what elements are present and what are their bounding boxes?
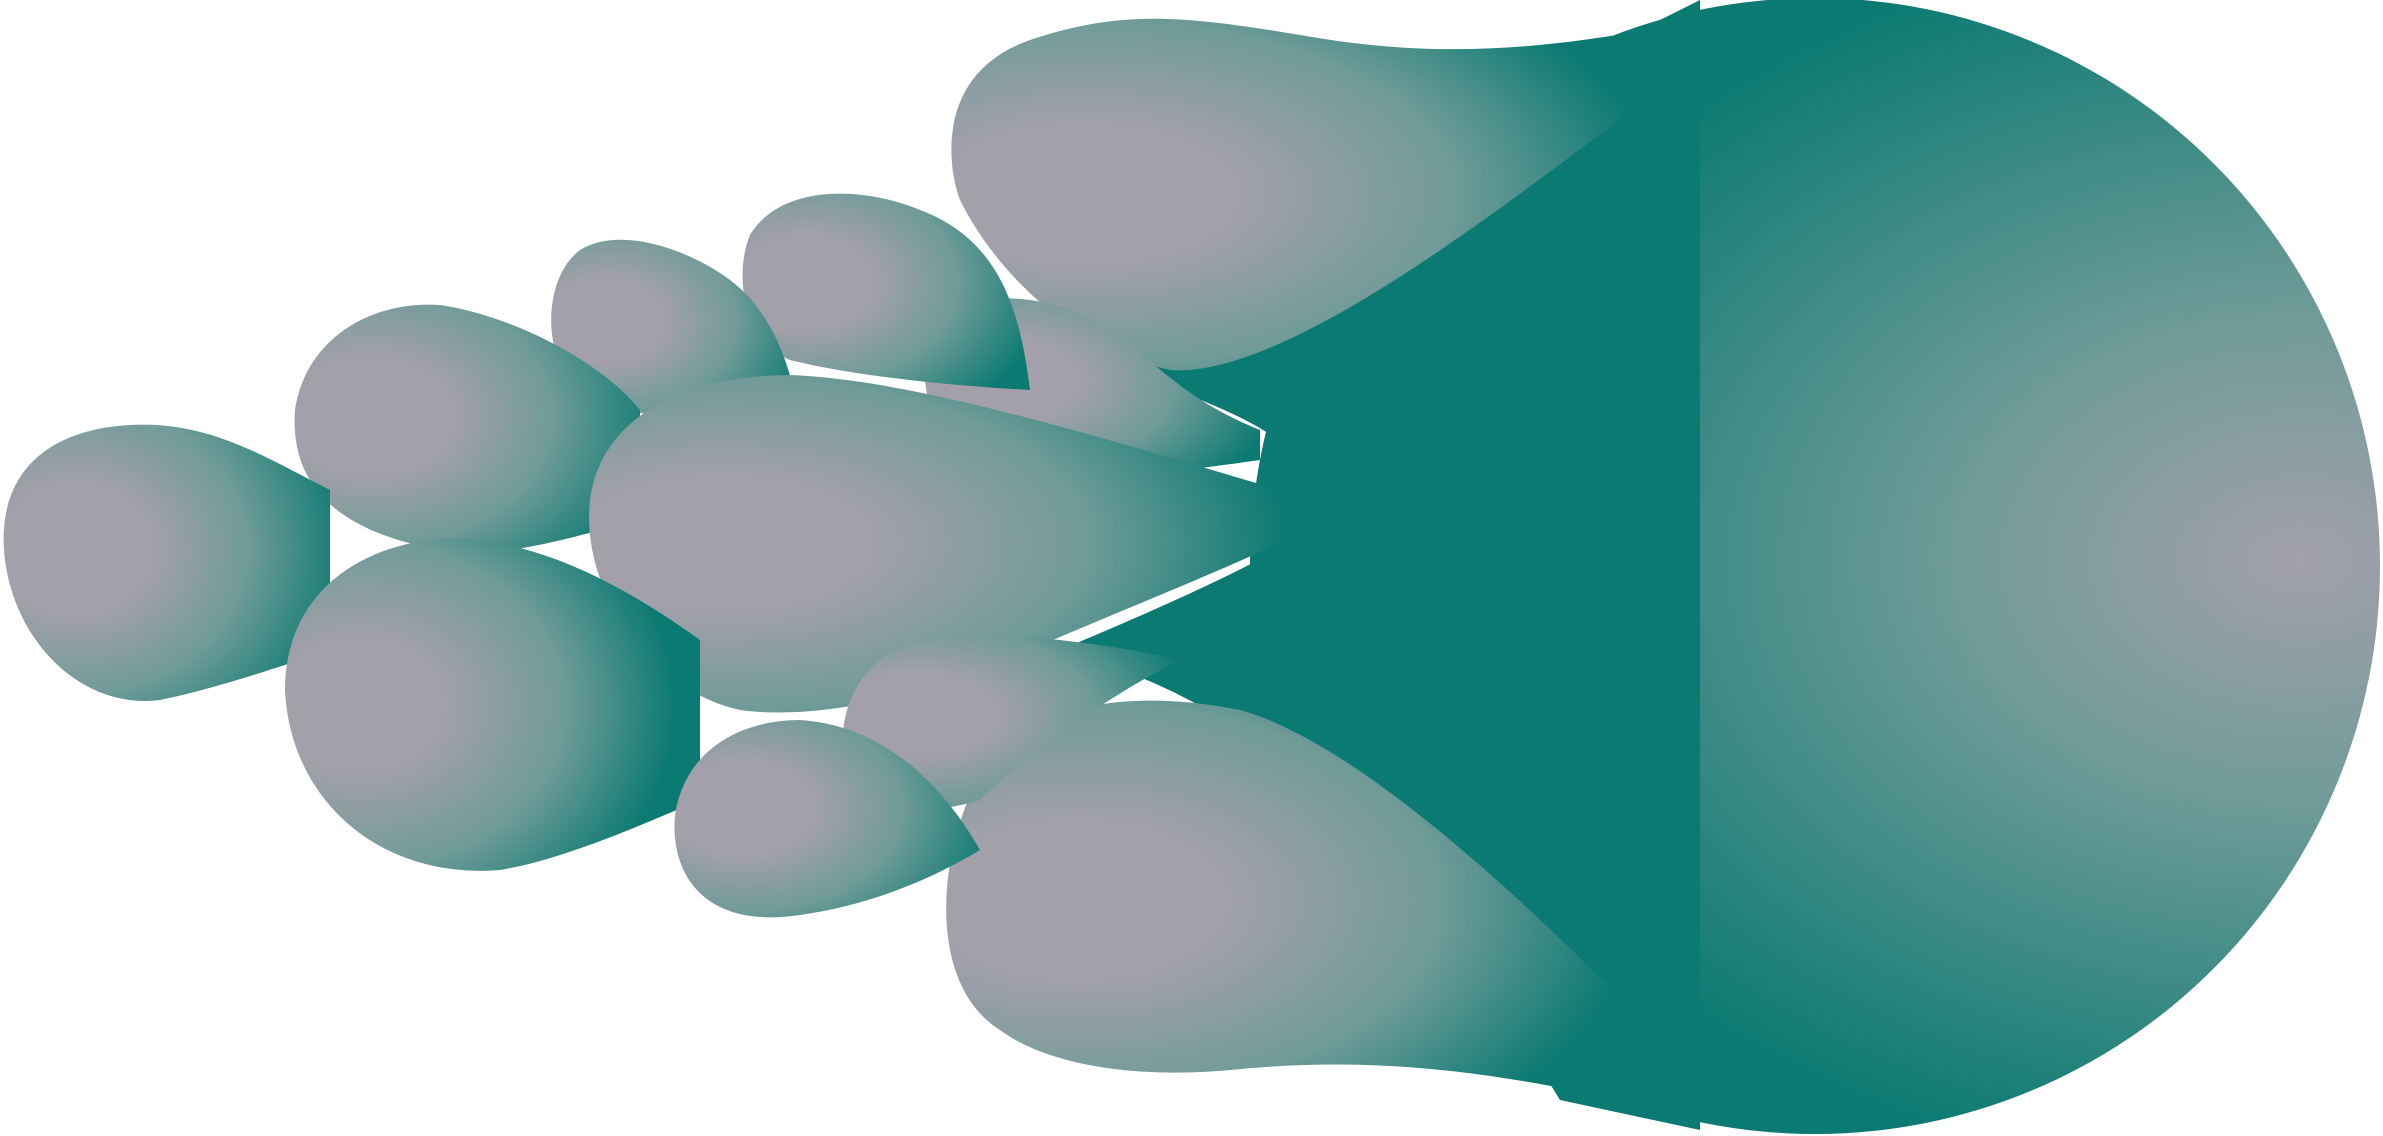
lobe-lower-mid-small xyxy=(842,636,1180,811)
lobe-top-large xyxy=(951,18,1700,371)
lobe-far-left xyxy=(3,424,331,701)
lobe-left-upper xyxy=(294,304,640,553)
lobe-bottom-small xyxy=(674,720,980,918)
lobe-small-upper xyxy=(551,239,800,420)
lobe-lower-left-large xyxy=(285,538,700,871)
lobe-second-upper xyxy=(742,193,1030,390)
lobe-bottom-large xyxy=(946,700,1680,1100)
lobe-center-large xyxy=(589,375,1330,713)
connecting-body xyxy=(1060,0,1700,1130)
